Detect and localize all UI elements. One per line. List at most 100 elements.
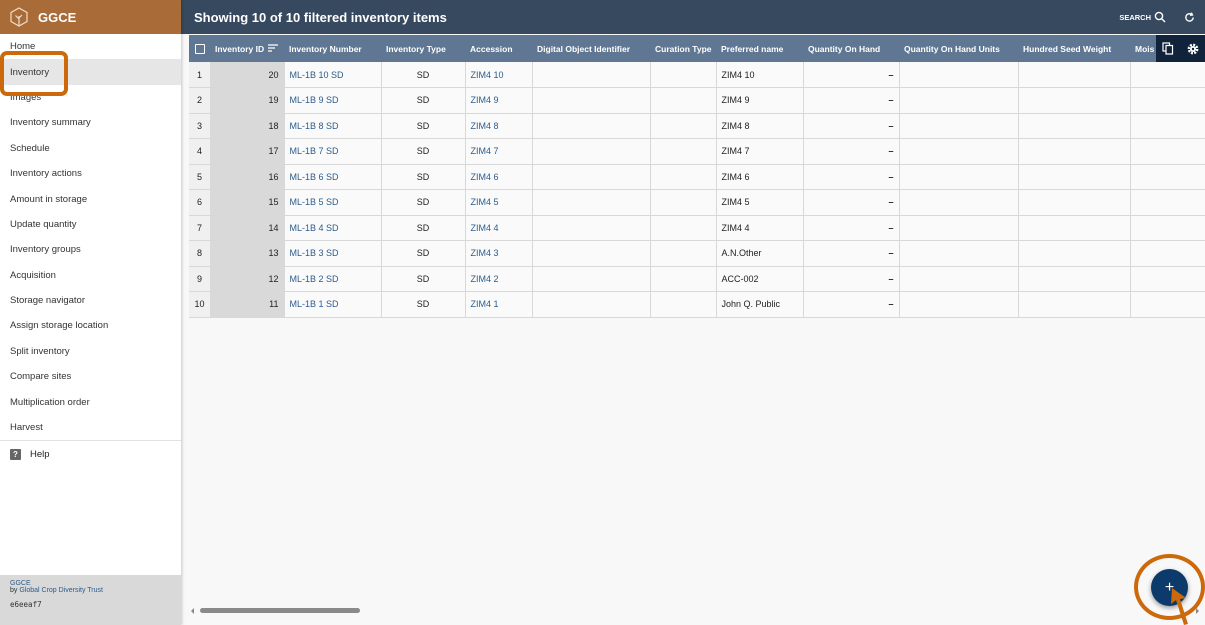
- inventory-number-link[interactable]: ML-1B 2 SD: [284, 266, 382, 292]
- quantity-on-hand-units-cell: [899, 164, 1019, 190]
- accession-link[interactable]: ZIM4 10: [465, 62, 533, 88]
- preferred-name-cell: A.N.Other: [716, 240, 804, 267]
- inventory-number-link[interactable]: ML-1B 3 SD: [284, 240, 382, 267]
- row-number: 5: [189, 164, 210, 190]
- inventory-number-link[interactable]: ML-1B 1 SD: [284, 291, 382, 318]
- sidebar-item-amount-in-storage[interactable]: Amount in storage: [10, 193, 88, 205]
- moisture-cell: [1130, 164, 1205, 190]
- accession-link[interactable]: ZIM4 3: [465, 240, 533, 267]
- table-row[interactable]: 5 16 ML-1B 6 SD SD ZIM4 6 ZIM4 6–: [189, 164, 1205, 190]
- column-header-inventory-id[interactable]: Inventory ID: [210, 35, 284, 62]
- table-row[interactable]: 6 15 ML-1B 5 SD SD ZIM4 5 ZIM4 5–: [189, 189, 1205, 216]
- gear-icon[interactable]: [1187, 43, 1199, 55]
- sidebar-item-multiplication-order[interactable]: Multiplication order: [10, 396, 90, 408]
- sidebar-item-inventory-actions[interactable]: Inventory actions: [10, 168, 82, 180]
- accession-link[interactable]: ZIM4 1: [465, 291, 533, 318]
- sidebar-item-schedule[interactable]: Schedule: [10, 142, 50, 154]
- inventory-number-link[interactable]: ML-1B 7 SD: [284, 138, 382, 165]
- sort-icon[interactable]: [268, 43, 279, 54]
- column-header-inventory-type[interactable]: Inventory Type: [381, 35, 465, 62]
- quantity-on-hand-units-cell: [899, 240, 1019, 267]
- table-row[interactable]: 9 12 ML-1B 2 SD SD ZIM4 2 ACC-002–: [189, 266, 1205, 292]
- app-name: GGCE: [38, 9, 77, 25]
- row-number: 10: [189, 291, 210, 318]
- column-header-digital-object-identifier[interactable]: Digital Object Identifier: [532, 35, 650, 62]
- doi-cell: [532, 113, 651, 139]
- preferred-name-cell: ZIM4 7: [716, 138, 804, 165]
- sidebar-item-acquisition[interactable]: Acquisition: [10, 269, 56, 281]
- inventory-number-link[interactable]: ML-1B 5 SD: [284, 189, 382, 216]
- help-label: Help: [30, 448, 50, 460]
- sidebar-item-assign-storage-location[interactable]: Assign storage location: [10, 320, 109, 332]
- sidebar-item-compare-sites[interactable]: Compare sites: [10, 371, 72, 383]
- quantity-on-hand-cell: –: [803, 266, 900, 292]
- inventory-id-cell: 16: [210, 164, 285, 190]
- table-row[interactable]: 7 14 ML-1B 4 SD SD ZIM4 4 ZIM4 4–: [189, 215, 1205, 241]
- accession-link[interactable]: ZIM4 4: [465, 215, 533, 241]
- column-header-curation-type[interactable]: Curation Type: [650, 35, 716, 62]
- sidebar-item-images[interactable]: Images: [10, 91, 42, 103]
- accession-link[interactable]: ZIM4 8: [465, 113, 533, 139]
- scrollbar-thumb[interactable]: [200, 608, 360, 613]
- moisture-cell: [1130, 291, 1205, 318]
- inventory-id-cell: 20: [210, 62, 285, 88]
- brand-bar[interactable]: GGCE: [0, 0, 181, 34]
- copy-icon[interactable]: [1162, 42, 1174, 55]
- sidebar-footer: GGCE by Global Crop Diversity Trust e6ee…: [0, 575, 181, 625]
- inventory-number-link[interactable]: ML-1B 6 SD: [284, 164, 382, 190]
- help-link[interactable]: ? Help: [0, 441, 181, 467]
- table-row[interactable]: 1 20 ML-1B 10 SD SD ZIM4 10 ZIM4 10–: [189, 62, 1205, 88]
- inventory-id-cell: 13: [210, 240, 285, 267]
- column-header-quantity-on-hand[interactable]: Quantity On Hand: [803, 35, 899, 62]
- column-header-preferred-name[interactable]: Preferred name: [716, 35, 803, 62]
- column-header-accession[interactable]: Accession: [465, 35, 532, 62]
- table-row[interactable]: 2 19 ML-1B 9 SD SD ZIM4 9 ZIM4 9–: [189, 87, 1205, 114]
- sidebar-item-storage-navigator[interactable]: Storage navigator: [10, 295, 85, 307]
- accession-link[interactable]: ZIM4 5: [465, 189, 533, 216]
- accession-link[interactable]: ZIM4 6: [465, 164, 533, 190]
- scroll-right-arrow[interactable]: [1196, 608, 1199, 614]
- sidebar-item-inventory-summary[interactable]: Inventory summary: [10, 117, 91, 129]
- select-all-cell: [189, 35, 210, 62]
- sidebar-nav: Home Inventory Images Inventory summary Sche…: [0, 34, 181, 440]
- table-row[interactable]: 10 11 ML-1B 1 SD SD ZIM4 1 John Q. Public –: [189, 291, 1205, 318]
- column-header-quantity-on-hand-units[interactable]: Quantity On Hand Units: [899, 35, 1018, 62]
- row-number: 4: [189, 138, 210, 165]
- table-row[interactable]: 8 13 ML-1B 3 SD SD ZIM4 3 A.N.Other –: [189, 240, 1205, 267]
- doi-cell: [532, 266, 651, 292]
- quantity-on-hand-cell: –: [803, 291, 900, 318]
- add-inventory-button[interactable]: +: [1151, 569, 1188, 606]
- inventory-number-link[interactable]: ML-1B 4 SD: [284, 215, 382, 241]
- inventory-type-cell: SD: [381, 87, 466, 114]
- sidebar-item-split-inventory[interactable]: Split inventory: [10, 345, 70, 357]
- quantity-on-hand-cell: –: [803, 138, 900, 165]
- curation-type-cell: [650, 164, 717, 190]
- sidebar-item-update-quantity[interactable]: Update quantity: [10, 218, 77, 230]
- inventory-number-link[interactable]: ML-1B 8 SD: [284, 113, 382, 139]
- inventory-number-link[interactable]: ML-1B 9 SD: [284, 87, 382, 114]
- sidebar-item-harvest[interactable]: Harvest: [10, 422, 43, 434]
- inventory-number-link[interactable]: ML-1B 10 SD: [284, 62, 382, 88]
- quantity-on-hand-units-cell: [899, 291, 1019, 318]
- horizontal-scrollbar[interactable]: [189, 606, 1199, 616]
- org-link[interactable]: Global Crop Diversity Trust: [19, 587, 103, 594]
- inventory-table: Inventory ID Inventory Number Inventory Ty…: [189, 35, 1205, 318]
- scroll-left-arrow[interactable]: [191, 608, 194, 614]
- accession-link[interactable]: ZIM4 7: [465, 138, 533, 165]
- sidebar-item-inventory[interactable]: Inventory: [0, 59, 181, 85]
- accession-link[interactable]: ZIM4 2: [465, 266, 533, 292]
- quantity-on-hand-cell: –: [803, 164, 900, 190]
- search-button[interactable]: SEARCH: [1119, 11, 1166, 23]
- sidebar-item-inventory-groups[interactable]: Inventory groups: [10, 244, 81, 256]
- hundred-seed-weight-cell: [1018, 189, 1131, 216]
- ggce-link[interactable]: GGCE: [10, 580, 31, 587]
- refresh-icon[interactable]: [1184, 11, 1195, 23]
- column-header-inventory-number[interactable]: Inventory Number: [284, 35, 381, 62]
- table-row[interactable]: 4 17 ML-1B 7 SD SD ZIM4 7 ZIM4 7–: [189, 138, 1205, 165]
- column-header-hundred-seed-weight[interactable]: Hundred Seed Weight: [1018, 35, 1130, 62]
- accession-link[interactable]: ZIM4 9: [465, 87, 533, 114]
- select-all-checkbox[interactable]: [195, 43, 205, 54]
- sidebar-item-home[interactable]: Home: [10, 41, 36, 53]
- table-row[interactable]: 3 18 ML-1B 8 SD SD ZIM4 8 ZIM4 8–: [189, 113, 1205, 139]
- version-hash: e6eeaf7: [10, 600, 42, 609]
